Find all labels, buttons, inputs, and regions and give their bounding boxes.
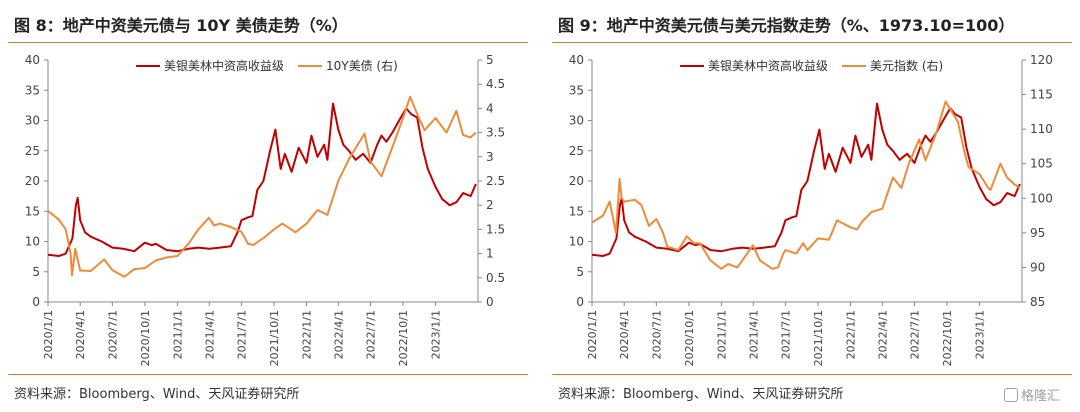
legend-label-1: 美银美林中资高收益级 [164,58,284,73]
watermark-text: 格隆汇 [1021,389,1061,404]
y-tick-label-left: 40 [25,53,40,67]
x-tick-label: 2022/10/1 [397,310,410,366]
chart-2-svg: 0 5 10 15 20 25 30 35 40 85 90 95 100 105 110 115 120 202… [569,53,1053,366]
y-tick-label-left: 35 [569,83,584,97]
series-line-right-axis [47,95,477,278]
x-tick-label: 2020/7/1 [650,310,663,359]
x-tick-label: 2020/10/1 [139,310,152,366]
x-tick-label: 2023/1/1 [974,310,987,359]
y-tick-label-right: 0.5 [486,271,505,285]
x-tick-label: 2020/4/1 [74,310,87,359]
chart-panel-2: 图 9：地产中资美元债与美元指数走势（%、1973.10=100） 0 5 10 15… [552,0,1072,412]
y-tick-label-left: 20 [569,174,584,188]
chart-1-svg: 0 5 10 15 20 25 30 35 40 0 0.5 1 1.5 2 2.5 3 3.5 4 4.5 5 202… [25,53,505,366]
y-tick-label-right: 4 [486,101,494,115]
y-tick-label-left: 40 [569,53,584,67]
x-tick-label: 2021/10/1 [812,310,825,366]
x-tick-label: 2022/4/1 [876,310,889,359]
y-tick-label-left: 35 [25,83,40,97]
y-tick-label-left: 10 [569,235,584,249]
x-tick-label: 2021/1/1 [715,310,728,359]
y-tick-label-left: 20 [25,174,40,188]
x-tick-label: 2021/7/1 [779,310,792,359]
legend-label-2: 美元指数 (右) [870,58,943,73]
y-tick-label-right: 115 [1030,88,1053,102]
watermark-logo-icon [1004,388,1018,402]
x-tick-label: 2022/1/1 [300,310,313,359]
x-tick-label: 2021/10/1 [268,310,281,366]
y-tick-label-right: 1 [486,247,494,261]
x-tick-label: 2020/4/1 [618,310,631,359]
y-tick-label-left: 30 [569,114,584,128]
y-tick-label-right: 110 [1030,122,1053,136]
y-tick-label-right: 5 [486,53,494,67]
legend-label-1: 美银美林中资高收益级 [708,58,828,73]
y-tick-label-left: 25 [25,144,40,158]
y-tick-label-left: 15 [25,204,40,218]
series-line-hy-bond [591,102,1021,257]
y-tick-label-right: 95 [1030,226,1045,240]
y-tick-label-right: 105 [1030,157,1053,171]
y-tick-label-left: 5 [576,265,584,279]
x-tick-label: 2021/4/1 [747,310,760,359]
chart-title-1: 图 8：地产中资美元债与 10Y 美债走势（%） [14,16,348,35]
x-tick-label: 2020/1/1 [42,310,55,359]
x-tick-label: 2020/1/1 [586,310,599,359]
x-tick-label: 2022/1/1 [844,310,857,359]
source-divider-2 [552,374,1072,375]
x-tick-label: 2022/4/1 [332,310,345,359]
source-note-2: 资料来源：Bloomberg、Wind、天风证券研究所 [558,387,844,402]
y-tick-label-right: 100 [1030,191,1053,205]
y-tick-label-right: 3.5 [486,126,505,140]
y-tick-label-right: 2.5 [486,174,505,188]
x-tick-label: 2022/10/1 [941,310,954,366]
y-tick-label-left: 0 [32,295,40,309]
y-tick-label-left: 15 [569,204,584,218]
x-tick-label: 2021/7/1 [235,310,248,359]
y-tick-label-right: 0 [486,295,494,309]
watermark: 格隆汇 [1004,385,1060,404]
series-line-right-axis [591,100,1021,270]
source-divider-1 [8,374,528,375]
x-tick-label: 2022/7/1 [909,310,922,359]
y-tick-label-left: 25 [569,144,584,158]
y-tick-label-right: 4.5 [486,77,505,91]
series-line-hy-bond [47,102,477,257]
title-divider-1 [8,42,528,43]
chart-panel-1: 图 8：地产中资美元债与 10Y 美债走势（%） 0 5 10 15 20 25 30 35 4… [8,0,528,412]
legend-label-2: 10Y美债 (右) [326,58,398,73]
x-tick-label: 2021/4/1 [203,310,216,359]
y-tick-label-right: 1.5 [486,222,505,236]
title-divider-2 [552,42,1072,43]
y-tick-label-right: 3 [486,150,494,164]
y-tick-label-right: 120 [1030,53,1053,67]
y-tick-label-left: 10 [25,235,40,249]
y-tick-label-right: 90 [1030,260,1045,274]
y-tick-label-left: 5 [32,265,40,279]
chart-title-2: 图 9：地产中资美元债与美元指数走势（%、1973.10=100） [558,16,1015,35]
x-tick-label: 2021/1/1 [171,310,184,359]
x-tick-label: 2023/1/1 [430,310,443,359]
y-tick-label-right: 85 [1030,295,1045,309]
y-tick-label-left: 30 [25,114,40,128]
y-tick-label-right: 2 [486,198,494,212]
y-tick-label-left: 0 [576,295,584,309]
source-note-1: 资料来源：Bloomberg、Wind、天风证券研究所 [14,387,300,402]
x-tick-label: 2022/7/1 [365,310,378,359]
x-tick-label: 2020/7/1 [106,310,119,359]
x-tick-label: 2020/10/1 [683,310,696,366]
